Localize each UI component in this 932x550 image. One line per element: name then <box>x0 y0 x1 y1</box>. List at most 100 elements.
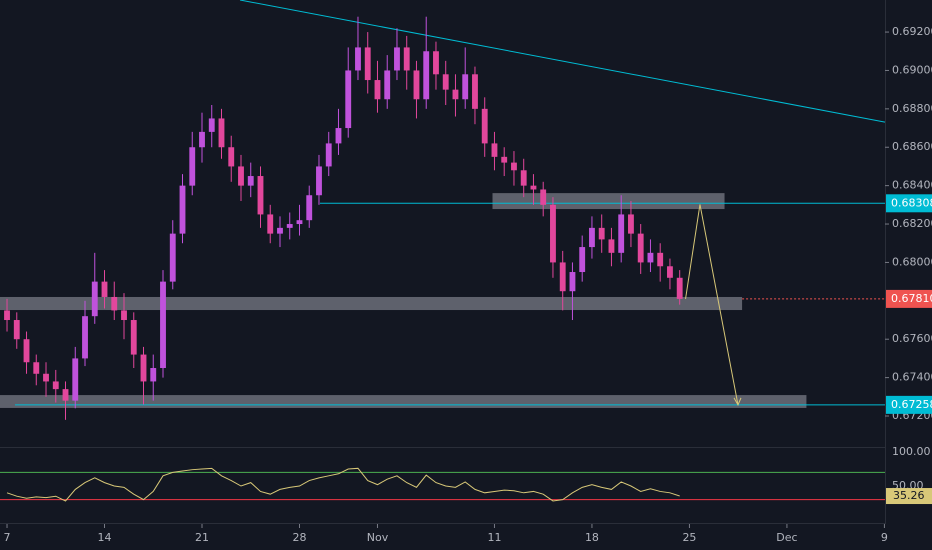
trendline <box>239 0 886 123</box>
candle-body <box>637 233 644 263</box>
candle-body <box>481 108 488 144</box>
candle-body <box>169 233 176 282</box>
candle-body <box>316 166 322 196</box>
candle-body <box>472 74 478 109</box>
candle-body <box>433 51 439 75</box>
candle-body <box>150 368 157 382</box>
candle-body <box>559 262 566 292</box>
rsi-value-label: 35.26 <box>893 489 925 502</box>
candle-body <box>160 281 166 369</box>
candle-body <box>111 296 118 311</box>
price-label: 0.67810 <box>891 292 932 305</box>
candle-body <box>52 381 59 390</box>
candle-body <box>140 354 147 382</box>
candle-body <box>335 128 342 144</box>
candle-body <box>91 281 98 317</box>
candle-body <box>569 272 576 292</box>
candle-body <box>4 310 10 321</box>
x-tick-label: 7 <box>4 531 11 544</box>
candle-body <box>33 362 40 374</box>
candle-body <box>491 143 498 157</box>
candle-body <box>199 131 205 148</box>
candle-body <box>286 224 293 228</box>
candle-body <box>189 147 196 186</box>
candle-body <box>647 252 654 263</box>
candle-body <box>130 320 137 355</box>
price-label-box <box>886 194 932 213</box>
x-tick-label: Nov <box>367 531 389 544</box>
arrow-head <box>733 397 742 406</box>
zone <box>492 193 725 210</box>
candle-body <box>442 74 449 90</box>
candle-body <box>247 176 254 186</box>
candle-body <box>257 176 264 215</box>
candle-body <box>667 266 673 278</box>
candle-body <box>208 118 215 132</box>
candle-body <box>676 277 683 299</box>
price-label: 0.68308 <box>891 196 932 209</box>
candle-body <box>267 214 274 234</box>
candle-body <box>598 227 605 240</box>
candle-body <box>101 281 108 297</box>
candle-body <box>462 74 469 100</box>
candle-body <box>325 143 332 167</box>
candle-body <box>628 214 634 234</box>
candle-body <box>355 47 361 71</box>
candle-body <box>501 156 508 163</box>
candle-body <box>43 373 49 382</box>
candle-body <box>579 247 586 273</box>
candle-body <box>608 239 615 253</box>
candle-body <box>403 47 410 71</box>
candle-body <box>374 80 381 100</box>
candle-body <box>530 185 537 190</box>
x-tick-label: 21 <box>195 531 209 544</box>
rsi-value-box <box>886 488 932 505</box>
candle-body <box>121 310 127 321</box>
price-label: 0.67258 <box>891 398 932 411</box>
candle-body <box>345 70 352 129</box>
candle-body <box>540 189 547 205</box>
candle-body <box>218 118 225 148</box>
rsi-tick-label: 100.00 <box>892 445 931 458</box>
candle-body <box>296 220 303 225</box>
candle-body <box>511 162 517 171</box>
candle-body <box>306 195 313 221</box>
candle-body <box>228 147 235 167</box>
candle-body <box>550 204 556 263</box>
x-tick-label: 28 <box>292 531 306 544</box>
x-tick-label: Dec <box>776 531 797 544</box>
candle-body <box>413 70 420 100</box>
x-tick-label: 11 <box>487 531 501 544</box>
candle-body <box>23 339 30 363</box>
candle-body <box>277 227 283 234</box>
candle-body <box>657 252 664 267</box>
zone <box>0 296 743 311</box>
candle-body <box>179 185 186 234</box>
candle-body <box>520 170 527 186</box>
candle-body <box>72 358 79 401</box>
candle-body <box>62 389 69 401</box>
candle-body <box>13 320 20 340</box>
projection-arrow <box>685 204 739 405</box>
zone <box>0 395 807 408</box>
x-tick-label: 9 <box>881 531 888 544</box>
price-label-box <box>886 289 932 308</box>
rsi-line <box>6 467 680 502</box>
candle-body <box>82 316 88 359</box>
price-label-box <box>886 395 932 414</box>
candle-body <box>394 47 400 71</box>
x-tick-label: 18 <box>585 531 599 544</box>
candle-body <box>384 70 391 100</box>
x-tick-label: 25 <box>682 531 696 544</box>
x-tick-label: 14 <box>98 531 112 544</box>
candle-body <box>238 166 244 186</box>
